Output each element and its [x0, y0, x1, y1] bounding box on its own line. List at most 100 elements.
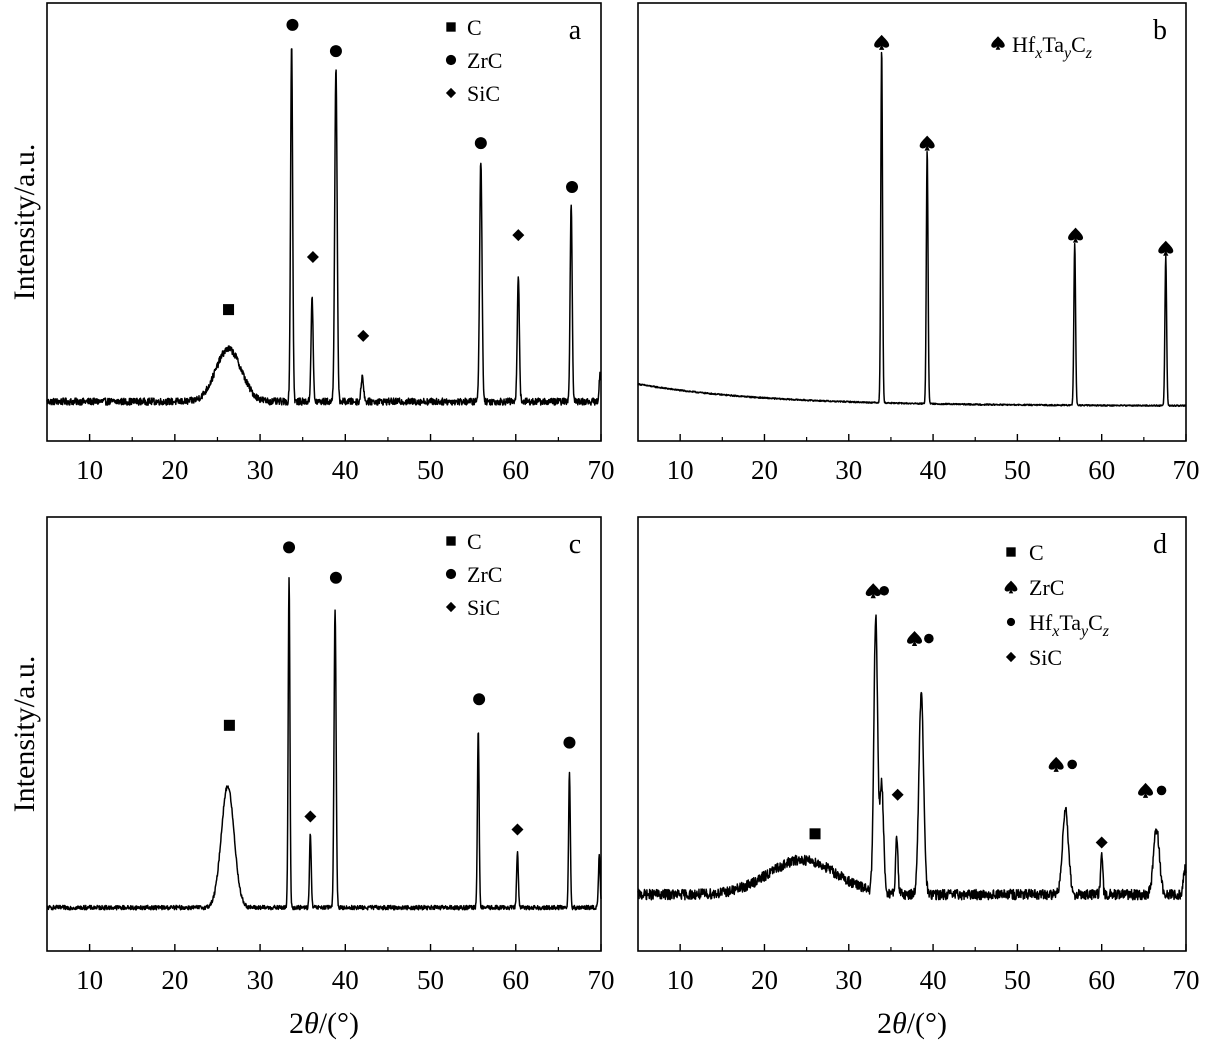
xrd-pattern-line — [46, 48, 602, 406]
x-tick-label: 50 — [417, 965, 444, 995]
x-tick-label: 40 — [332, 965, 359, 995]
peak-marker-diamond — [1095, 836, 1108, 849]
xrd-panel-a: 10 20 30 40 50 60 70 a C ZrC SiC Intensity/a.u. — [8, 2, 615, 485]
xrd-panel-c: 10 20 30 40 50 60 70 c C ZrC SiC Intensity/a.u. 2θ/(… — [8, 516, 615, 1040]
panel-letter: b — [1153, 15, 1167, 46]
xrd-panel-d: 10 20 30 40 50 60 70 d C ZrC HfxTayCz SiC 2θ/(°) — [637, 516, 1200, 1040]
x-tick-label: 20 — [751, 455, 778, 485]
legend-label: ZrC — [1029, 575, 1064, 600]
x-tick-label: 30 — [247, 455, 274, 485]
peak-marker-spade — [1068, 227, 1084, 243]
plot-frame — [46, 516, 602, 952]
peak-marker-diamond — [512, 229, 525, 242]
peak-marker-dot — [924, 633, 934, 644]
x-tick-label: 60 — [502, 455, 529, 485]
peak-marker-dot — [1067, 759, 1077, 770]
legend-marker-square — [446, 536, 456, 546]
panel-letter: c — [569, 529, 581, 560]
peak-marker-spade — [865, 583, 881, 599]
x-tick-label: 70 — [588, 965, 615, 995]
x-tick-label: 70 — [588, 455, 615, 485]
peak-marker-spade — [1138, 782, 1154, 798]
legend-marker-circle — [445, 568, 457, 580]
legend-label: C — [467, 529, 482, 554]
x-tick-label: 60 — [502, 965, 529, 995]
peak-marker-square — [809, 828, 821, 840]
x-tick-label: 50 — [1004, 455, 1031, 485]
legend-label: C — [467, 15, 482, 40]
x-tick-label: 50 — [1004, 965, 1031, 995]
peak-marker-dot — [879, 585, 889, 596]
legend-marker-spade — [991, 36, 1005, 50]
peak-marker-square — [223, 719, 235, 731]
legend-label: SiC — [1029, 645, 1062, 670]
peak-marker-square — [223, 304, 235, 316]
plot-frame — [637, 2, 1187, 442]
x-tick-label: 10 — [76, 455, 103, 485]
x-tick-label: 70 — [1173, 455, 1200, 485]
peak-marker-spade — [1158, 240, 1174, 256]
peak-marker-circle — [329, 571, 342, 584]
peak-marker-spade — [907, 631, 923, 647]
peak-marker-spade — [919, 135, 935, 151]
peak-marker-circle — [283, 541, 296, 554]
peak-marker-circle — [566, 180, 579, 193]
x-axis-title: 2θ/(°) — [877, 1007, 947, 1040]
xrd-pattern-line — [46, 576, 602, 911]
y-axis-title: Intensity/a.u. — [8, 656, 41, 813]
legend-marker-circle — [445, 54, 457, 66]
x-tick-label: 30 — [835, 455, 862, 485]
x-tick-label: 70 — [1173, 965, 1200, 995]
plot-frame — [637, 516, 1187, 952]
peak-marker-circle — [563, 736, 576, 749]
x-tick-label: 30 — [835, 965, 862, 995]
legend-marker-dot — [1006, 617, 1016, 627]
legend-label: C — [1029, 540, 1044, 565]
peak-marker-diamond — [891, 788, 904, 801]
x-tick-label: 20 — [161, 455, 188, 485]
peak-marker-circle — [286, 18, 299, 31]
x-tick-label: 60 — [1088, 965, 1115, 995]
x-tick-label: 50 — [417, 455, 444, 485]
legend-label: ZrC — [467, 562, 502, 587]
x-tick-label: 60 — [1088, 455, 1115, 485]
peak-marker-dot — [1156, 785, 1167, 796]
y-axis-title: Intensity/a.u. — [8, 144, 41, 301]
peak-marker-diamond — [357, 329, 370, 342]
x-tick-label: 40 — [920, 455, 947, 485]
xrd-pattern-line — [637, 614, 1187, 901]
x-axis-title: 2θ/(°) — [289, 1007, 359, 1040]
peak-marker-circle — [474, 137, 487, 150]
peak-marker-circle — [473, 693, 486, 706]
xrd-panel-b: 10 20 30 40 50 60 70 b HfxTayCz — [637, 2, 1200, 485]
legend-marker-diamond — [445, 601, 457, 613]
x-tick-label: 40 — [920, 965, 947, 995]
x-tick-label: 10 — [667, 965, 694, 995]
x-tick-label: 10 — [76, 965, 103, 995]
peak-marker-diamond — [304, 810, 317, 823]
legend-label: SiC — [467, 81, 500, 106]
x-tick-label: 10 — [667, 455, 694, 485]
peak-marker-spade — [874, 34, 890, 50]
legend-label-hfxtayc: HfxTayCz — [1029, 610, 1110, 640]
peak-marker-circle — [329, 45, 342, 58]
panel-letter: d — [1153, 529, 1167, 560]
peak-marker-diamond — [511, 823, 524, 836]
legend-label: SiC — [467, 595, 500, 620]
legend-marker-square — [446, 22, 456, 32]
legend-marker-diamond — [445, 87, 457, 99]
x-tick-label: 20 — [751, 965, 778, 995]
x-tick-label: 20 — [161, 965, 188, 995]
legend-marker-square — [1006, 547, 1016, 557]
xrd-pattern-line — [637, 51, 1187, 408]
plot-frame — [46, 2, 602, 442]
x-tick-label: 30 — [247, 965, 274, 995]
peak-marker-diamond — [306, 251, 319, 264]
legend-marker-diamond — [1005, 651, 1017, 663]
panel-letter: a — [569, 15, 582, 46]
legend-marker-spade — [1004, 580, 1018, 594]
legend-label: ZrC — [467, 48, 502, 73]
x-tick-label: 40 — [332, 455, 359, 485]
peak-marker-spade — [1048, 756, 1064, 772]
